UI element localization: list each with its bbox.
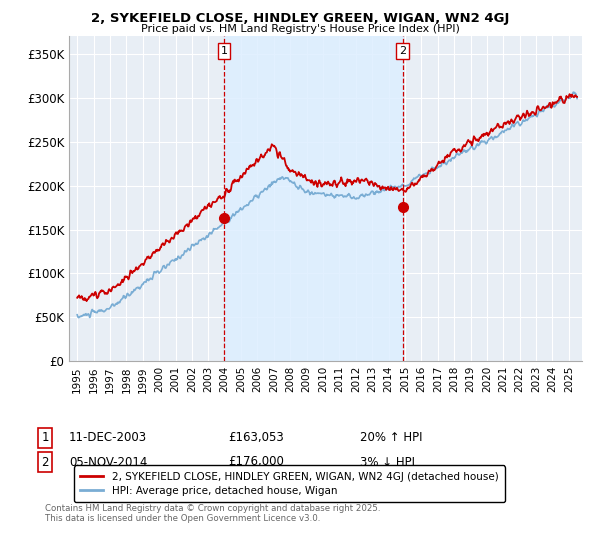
Text: Price paid vs. HM Land Registry's House Price Index (HPI): Price paid vs. HM Land Registry's House … bbox=[140, 24, 460, 34]
Text: 1: 1 bbox=[41, 431, 49, 445]
Text: 11-DEC-2003: 11-DEC-2003 bbox=[69, 431, 147, 445]
Text: £163,053: £163,053 bbox=[228, 431, 284, 445]
Text: 05-NOV-2014: 05-NOV-2014 bbox=[69, 455, 148, 469]
Text: 20% ↑ HPI: 20% ↑ HPI bbox=[360, 431, 422, 445]
Text: 2: 2 bbox=[399, 46, 406, 56]
Text: Contains HM Land Registry data © Crown copyright and database right 2025.
This d: Contains HM Land Registry data © Crown c… bbox=[45, 504, 380, 524]
Text: £176,000: £176,000 bbox=[228, 455, 284, 469]
Text: 2: 2 bbox=[41, 455, 49, 469]
Text: 3% ↓ HPI: 3% ↓ HPI bbox=[360, 455, 415, 469]
Text: 2, SYKEFIELD CLOSE, HINDLEY GREEN, WIGAN, WN2 4GJ: 2, SYKEFIELD CLOSE, HINDLEY GREEN, WIGAN… bbox=[91, 12, 509, 25]
Text: 1: 1 bbox=[220, 46, 227, 56]
Bar bbox=[224, 36, 403, 361]
Legend: 2, SYKEFIELD CLOSE, HINDLEY GREEN, WIGAN, WN2 4GJ (detached house), HPI: Average: 2, SYKEFIELD CLOSE, HINDLEY GREEN, WIGAN… bbox=[74, 465, 505, 502]
